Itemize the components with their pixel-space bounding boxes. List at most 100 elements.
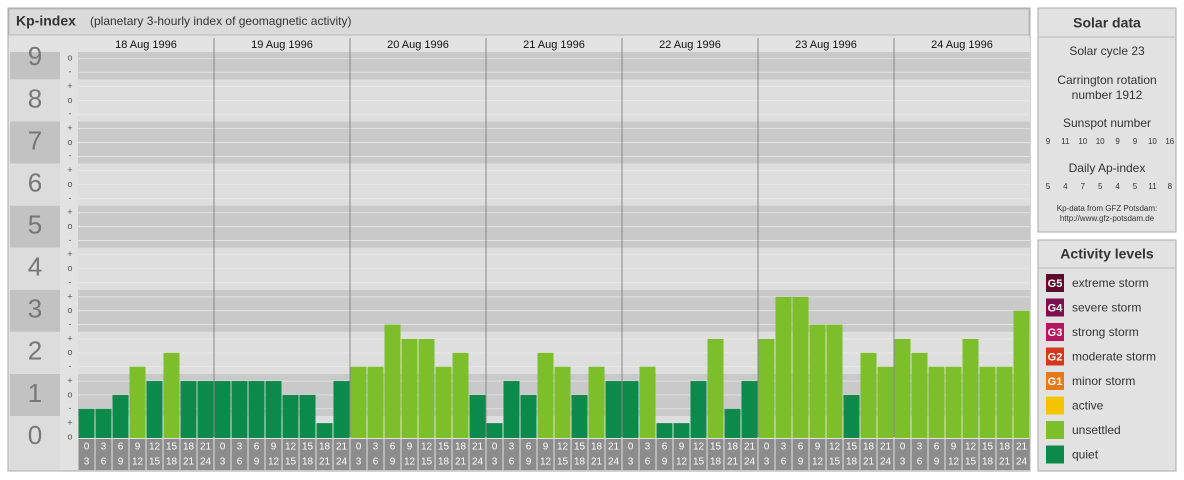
bar bbox=[928, 366, 945, 438]
bar bbox=[962, 338, 979, 438]
hour-end: 12 bbox=[948, 457, 960, 468]
axis-cell bbox=[10, 205, 60, 248]
bar bbox=[724, 408, 741, 438]
hour-end: 3 bbox=[220, 457, 226, 468]
hour-cell bbox=[656, 439, 673, 470]
legend-label: severe storm bbox=[1072, 301, 1141, 315]
hour-start: 3 bbox=[101, 442, 107, 453]
bar bbox=[741, 381, 758, 438]
hour-cell bbox=[928, 439, 945, 470]
y-tick-label: 8 bbox=[28, 83, 42, 113]
sunspot-value: 11 bbox=[1061, 137, 1070, 146]
legend-badge: G5 bbox=[1048, 278, 1063, 290]
legend-badge: G3 bbox=[1048, 327, 1063, 339]
day-header bbox=[486, 38, 622, 52]
hour-cell bbox=[537, 439, 554, 470]
minor-tick-label: o bbox=[67, 179, 72, 189]
bar bbox=[571, 394, 588, 438]
bar bbox=[554, 366, 571, 438]
hour-end: 21 bbox=[727, 457, 739, 468]
hour-cell bbox=[843, 439, 860, 470]
hour-cell bbox=[146, 439, 163, 470]
bar bbox=[316, 423, 333, 438]
bar bbox=[78, 408, 95, 438]
minor-tick-label: o bbox=[67, 221, 72, 231]
hour-cell bbox=[231, 439, 248, 470]
hour-cell bbox=[571, 439, 588, 470]
hour-cell bbox=[78, 439, 95, 470]
bar bbox=[401, 338, 418, 438]
sunspot-value: 10 bbox=[1148, 137, 1157, 146]
hour-start: 0 bbox=[356, 442, 362, 453]
legend-swatch bbox=[1046, 274, 1064, 292]
minor-tick-label: o bbox=[67, 389, 72, 399]
bar bbox=[333, 381, 350, 438]
bar bbox=[622, 381, 639, 438]
minor-tick-label: + bbox=[67, 417, 72, 427]
hour-start: 6 bbox=[254, 442, 260, 453]
hour-cell bbox=[588, 439, 605, 470]
bar bbox=[537, 352, 554, 438]
y-tick-label: 7 bbox=[28, 125, 42, 155]
hour-cell bbox=[775, 439, 792, 470]
hour-end: 18 bbox=[166, 457, 178, 468]
hour-end: 6 bbox=[917, 457, 923, 468]
hour-start: 12 bbox=[829, 442, 841, 453]
hour-cell bbox=[605, 439, 622, 470]
legend-label: extreme storm bbox=[1072, 276, 1149, 290]
hour-start: 0 bbox=[764, 442, 770, 453]
ap-value: 8 bbox=[1168, 182, 1173, 191]
title-bar bbox=[8, 8, 1030, 36]
hour-end: 15 bbox=[421, 457, 433, 468]
hour-start: 18 bbox=[591, 442, 603, 453]
source: http://www.gfz-potsdam.de bbox=[1060, 214, 1155, 223]
hour-end: 24 bbox=[200, 457, 212, 468]
hour-start: 15 bbox=[166, 442, 178, 453]
hour-start: 9 bbox=[679, 442, 685, 453]
legend-label: minor storm bbox=[1072, 374, 1135, 388]
hour-start: 3 bbox=[237, 442, 243, 453]
hour-cell bbox=[911, 439, 928, 470]
hour-cell bbox=[996, 439, 1013, 470]
hour-start: 0 bbox=[220, 442, 226, 453]
minor-tick-label: + bbox=[67, 291, 72, 301]
minor-tick-label: + bbox=[67, 123, 72, 133]
bar bbox=[486, 423, 503, 438]
bar bbox=[605, 381, 622, 438]
y-tick-label: 0 bbox=[28, 420, 42, 450]
y-tick-label: 4 bbox=[28, 252, 42, 282]
hour-cell bbox=[503, 439, 520, 470]
hour-end: 21 bbox=[863, 457, 875, 468]
hour-cell bbox=[809, 439, 826, 470]
minor-tick-label: + bbox=[67, 81, 72, 91]
hour-cell bbox=[724, 439, 741, 470]
legend-label: active bbox=[1072, 399, 1104, 413]
minor-tick-label: o bbox=[67, 431, 72, 441]
ap-value: 5 bbox=[1133, 182, 1138, 191]
bar bbox=[894, 338, 911, 438]
hour-cell bbox=[435, 439, 452, 470]
bar bbox=[860, 352, 877, 438]
bar bbox=[843, 394, 860, 438]
hour-end: 9 bbox=[390, 457, 396, 468]
bar bbox=[520, 394, 537, 438]
hour-end: 9 bbox=[934, 457, 940, 468]
sunspot-value: 10 bbox=[1096, 137, 1105, 146]
hour-cell bbox=[350, 439, 367, 470]
hour-start: 3 bbox=[781, 442, 787, 453]
hour-cell bbox=[180, 439, 197, 470]
bar bbox=[435, 366, 452, 438]
hour-start: 18 bbox=[863, 442, 875, 453]
hour-start: 6 bbox=[798, 442, 804, 453]
legend-swatch bbox=[1046, 421, 1064, 439]
hour-start: 21 bbox=[200, 442, 212, 453]
legend-swatch bbox=[1046, 372, 1064, 390]
bar bbox=[826, 324, 843, 438]
axis-cell bbox=[10, 331, 60, 374]
hour-cell bbox=[860, 439, 877, 470]
bar bbox=[979, 366, 996, 438]
hour-cell bbox=[248, 439, 265, 470]
bar bbox=[809, 324, 826, 438]
sunspot-value: 16 bbox=[1165, 137, 1174, 146]
